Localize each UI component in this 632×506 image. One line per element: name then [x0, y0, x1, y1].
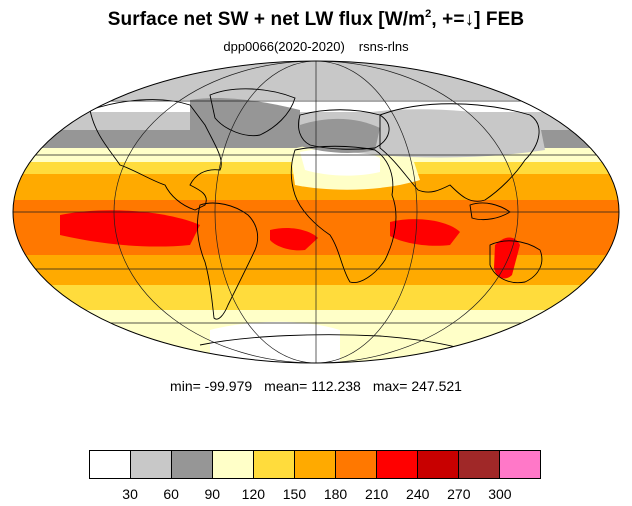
patch-pacific-max — [60, 210, 200, 247]
colorbar-tick-label: 240 — [406, 486, 430, 502]
world-map — [12, 60, 620, 364]
colorbar — [89, 450, 541, 479]
patch-atlantic-max — [270, 227, 318, 251]
colorbar-tick-label: 300 — [488, 486, 512, 502]
south-america-outline — [197, 202, 259, 320]
patch-europe — [300, 118, 380, 153]
patch-eurasia — [330, 109, 545, 158]
stat-mean: mean= 112.238 — [264, 378, 361, 394]
colorbar-box — [295, 451, 336, 478]
colorbar-tick-label: 60 — [163, 486, 179, 502]
colorbar-tick-label: 270 — [447, 486, 471, 502]
colorbar-box — [377, 451, 418, 478]
colorbar-box — [500, 451, 540, 478]
plot-subtitle: dpp0066(2020-2020) rsns-rlns — [0, 39, 632, 54]
colorbar-box — [254, 451, 295, 478]
graticule — [13, 61, 619, 363]
africa-outline — [290, 145, 397, 283]
greenland-outline — [209, 88, 296, 137]
title-superscript: 2 — [425, 8, 432, 20]
patch-antarctica — [210, 321, 340, 363]
patch-indian-max — [390, 219, 460, 246]
asia-outline — [379, 103, 540, 202]
colorbar-tick-label: 150 — [282, 486, 307, 502]
stat-min: min= -99.979 — [170, 378, 253, 394]
colorbar-tick-label: 180 — [323, 486, 348, 502]
title-text: Surface net SW + net LW flux [W/m — [107, 9, 426, 30]
colorbar-box — [131, 451, 172, 478]
map-border — [12, 60, 620, 364]
colorbar-tick-label: 210 — [364, 486, 389, 502]
colorbar-box — [172, 451, 213, 478]
colorbar-tick-label: 90 — [204, 486, 221, 502]
stat-max: max= 247.521 — [372, 378, 462, 394]
colorbar-tick-label: 120 — [241, 486, 266, 502]
statistics-line: min= -99.979 mean= 112.238 max= 247.521 — [0, 378, 632, 394]
patch-australia-max — [494, 237, 520, 279]
colorbar-box — [418, 451, 459, 478]
colorbar-tick-label: 30 — [122, 486, 138, 502]
colorbar-box — [336, 451, 377, 478]
variable-label: rsns-rlns — [358, 39, 409, 54]
plot-title: Surface net SW + net LW flux [W/m2, +=↓]… — [0, 8, 632, 31]
europe-outline — [298, 109, 390, 150]
experiment-label: dpp0066(2020-2020) — [223, 39, 345, 54]
colorbar-box — [90, 451, 131, 478]
title-suffix: , +=↓] FEB — [431, 9, 525, 30]
patch-greenland — [190, 98, 300, 147]
colorbar-box — [459, 451, 500, 478]
patch-sahara-bright — [300, 148, 380, 176]
australia-outline — [489, 240, 543, 284]
colorbar-box — [213, 451, 254, 478]
